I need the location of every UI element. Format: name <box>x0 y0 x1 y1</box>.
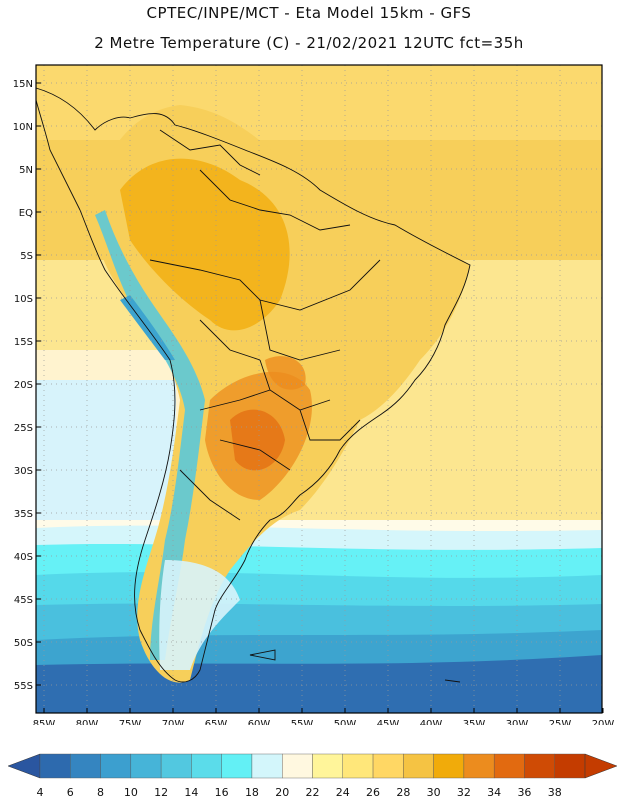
legend-swatch <box>403 753 434 779</box>
lat-label: 10S <box>14 294 33 305</box>
lat-label: 55S <box>14 681 33 692</box>
lon-label: 85W <box>33 719 56 725</box>
lon-label: 30W <box>506 719 529 725</box>
lon-label: 75W <box>119 719 142 725</box>
legend-label: 32 <box>457 786 471 799</box>
legend-swatch <box>524 753 555 779</box>
legend-label: 22 <box>306 786 320 799</box>
legend-label: 12 <box>154 786 168 799</box>
legend-swatch <box>191 753 222 779</box>
lon-label: 80W <box>76 719 99 725</box>
map-title-line-1: CPTEC/INPE/MCT - Eta Model 15km - GFS <box>146 4 472 22</box>
legend-label: 16 <box>215 786 229 799</box>
lat-label: 40S <box>14 552 33 563</box>
legend-label: 24 <box>336 786 350 799</box>
legend-swatch <box>312 753 343 779</box>
lon-label: 35W <box>463 719 486 725</box>
longitude-labels: 85W 80W 75W 70W 65W 60W 55W 50W 45W 40W 35W 30W 25W 2… <box>33 708 615 725</box>
legend-label: 30 <box>427 786 441 799</box>
legend-swatch <box>493 753 525 779</box>
lat-label: 15S <box>14 337 33 348</box>
lon-label: 65W <box>205 719 228 725</box>
lat-label: 5S <box>20 251 33 262</box>
lat-label: EQ <box>19 208 33 219</box>
legend-label: 34 <box>487 786 501 799</box>
lat-label: 25S <box>14 423 33 434</box>
legend-swatch <box>554 753 586 779</box>
legend-label: 4 <box>37 786 44 799</box>
legend-label: 10 <box>124 786 138 799</box>
legend-label: 6 <box>67 786 74 799</box>
temperature-field <box>36 65 602 713</box>
lon-label: 45W <box>377 719 400 725</box>
legend-min-arrow <box>7 753 41 779</box>
legend-label: 36 <box>517 786 531 799</box>
legend-label: 14 <box>184 786 198 799</box>
legend-label: 38 <box>548 786 562 799</box>
legend-swatch <box>282 753 313 779</box>
lat-label: 50S <box>14 638 33 649</box>
color-legend: 4 6 8 10 12 14 16 18 20 22 24 26 28 30 32 34 36 38 <box>7 753 618 799</box>
graticule <box>36 65 602 713</box>
lon-label: 40W <box>420 719 443 725</box>
legend-max-arrow <box>584 753 618 779</box>
lat-label: 10N <box>13 122 33 133</box>
temperature-map: 15N 10N 5N EQ 5S 10S 15S 20S 25S 30S 35S 40S 45S 50S 5… <box>13 64 615 725</box>
lat-label: 35S <box>14 509 33 520</box>
lon-label: 70W <box>162 719 185 725</box>
legend-swatch <box>130 753 162 779</box>
legend-swatch <box>463 753 495 779</box>
lon-label: 25W <box>549 719 572 725</box>
legend-label: 26 <box>366 786 380 799</box>
lat-label: 30S <box>14 466 33 477</box>
legend-swatch <box>433 753 465 779</box>
lon-label: 20W <box>592 719 615 725</box>
legend-swatch <box>160 753 192 779</box>
lat-label: 45S <box>14 595 33 606</box>
lon-label: 50W <box>334 719 357 725</box>
latitude-labels: 15N 10N 5N EQ 5S 10S 15S 20S 25S 30S 35S 40S 45S 50S 5… <box>13 79 41 692</box>
lat-label: 20S <box>14 380 33 391</box>
legend-label: 20 <box>275 786 289 799</box>
legend-swatch <box>100 753 132 779</box>
lat-label: 5N <box>19 165 33 176</box>
legend-swatch <box>251 753 283 779</box>
legend-label: 8 <box>97 786 104 799</box>
legend-label: 28 <box>396 786 410 799</box>
legend-swatch <box>372 753 404 779</box>
map-frame <box>35 64 603 714</box>
legend-swatch <box>39 753 71 779</box>
lat-label: 15N <box>13 79 33 90</box>
coastline <box>35 87 471 683</box>
legend-swatch <box>70 753 101 779</box>
legend-swatch <box>342 753 374 779</box>
map-title-line-2: 2 Metre Temperature (C) - 21/02/2021 12U… <box>94 34 524 52</box>
lon-label: 55W <box>291 719 314 725</box>
legend-swatch <box>221 753 253 779</box>
legend-label: 18 <box>245 786 259 799</box>
lon-label: 60W <box>248 719 271 725</box>
